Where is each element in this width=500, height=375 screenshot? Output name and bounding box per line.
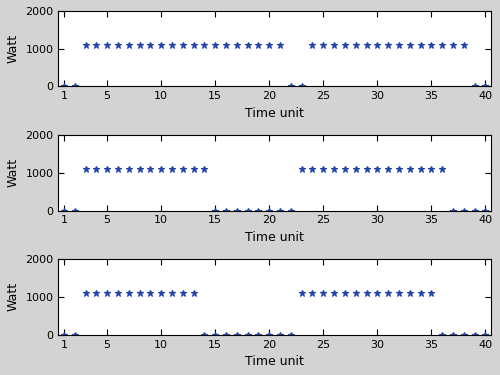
Y-axis label: Watt: Watt: [7, 158, 20, 188]
Y-axis label: Watt: Watt: [7, 34, 20, 63]
Y-axis label: Watt: Watt: [7, 282, 20, 311]
X-axis label: Time unit: Time unit: [245, 107, 304, 120]
X-axis label: Time unit: Time unit: [245, 231, 304, 244]
X-axis label: Time unit: Time unit: [245, 355, 304, 368]
